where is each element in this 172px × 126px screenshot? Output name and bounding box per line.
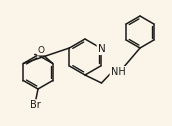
Text: NH: NH bbox=[111, 67, 125, 77]
Text: N: N bbox=[98, 44, 105, 54]
Text: Br: Br bbox=[30, 100, 40, 110]
Text: O: O bbox=[37, 46, 44, 55]
